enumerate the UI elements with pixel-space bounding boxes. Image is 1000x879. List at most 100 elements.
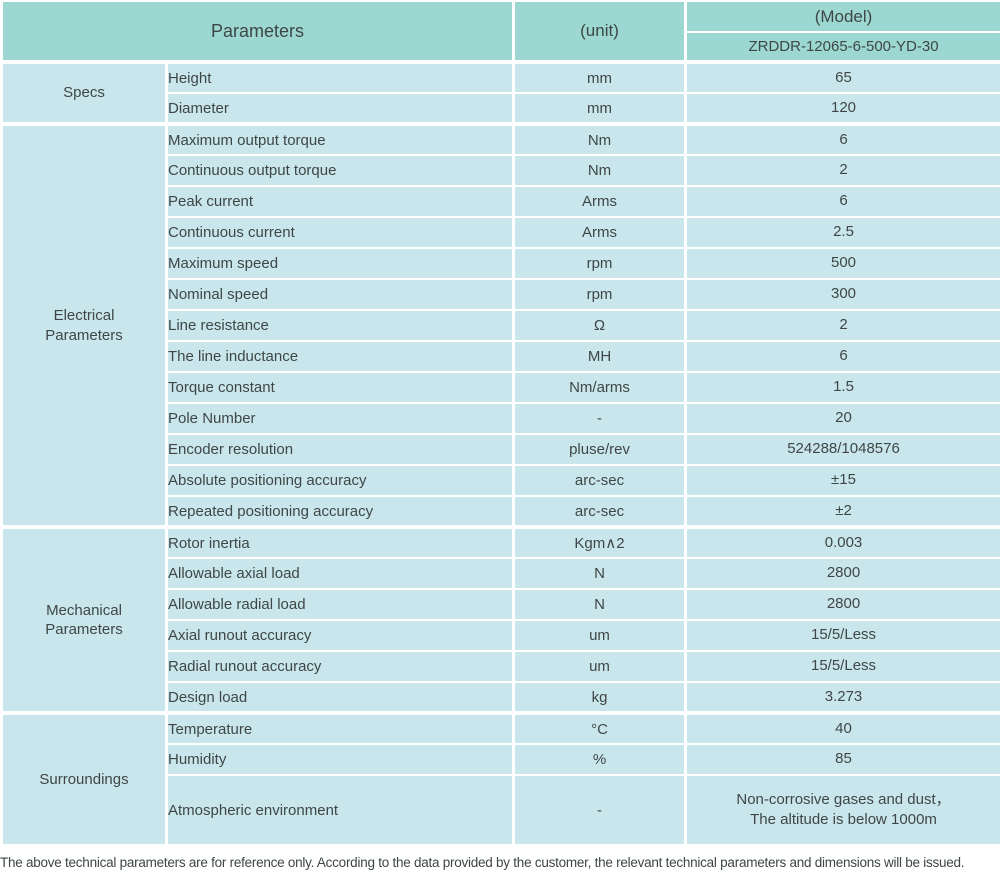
table-row: Allowable radial load N 2800: [2, 588, 1000, 621]
value-cell: 2800: [684, 588, 1000, 621]
unit-cell: pluse/rev: [512, 433, 688, 466]
unit-cell: rpm: [512, 278, 688, 311]
value-cell: 6: [684, 185, 1000, 218]
table-row: Electrical Parameters Maximum output torq…: [0, 122, 1000, 528]
unit-cell: -: [512, 774, 688, 846]
unit-cell: mm: [512, 92, 688, 125]
value-cell: 15/5/Less: [684, 619, 1000, 652]
parameter-name-cell: Allowable axial load: [164, 557, 516, 590]
value-cell: 2800: [684, 557, 1000, 590]
unit-cell: N: [512, 557, 688, 590]
parameter-name-cell: Atmospheric environment: [164, 774, 516, 846]
parameter-name-cell: Continuous current: [164, 216, 516, 249]
unit-cell: mm: [512, 60, 688, 94]
parameter-name-cell: Nominal speed: [164, 278, 516, 311]
value-cell: 1.5: [684, 371, 1000, 404]
parameter-name-cell: Diameter: [164, 92, 516, 125]
parameter-name-cell: Continuous output torque: [164, 154, 516, 187]
value-cell: 2: [684, 154, 1000, 187]
unit-cell: um: [512, 619, 688, 652]
parameter-name-cell: Absolute positioning accuracy: [164, 464, 516, 497]
value-cell: 300: [684, 278, 1000, 311]
unit-cell: °C: [512, 711, 688, 745]
unit-cell: Nm: [512, 154, 688, 187]
footnote: The above technical parameters are for r…: [0, 855, 965, 870]
parameters-table: Parameters (unit) (Model) ZRDDR-12065-6-…: [0, 0, 1000, 846]
table-row: The line inductance MH 6: [2, 340, 1000, 373]
value-cell: 2: [684, 309, 1000, 342]
parameter-name-cell: Humidity: [164, 743, 516, 776]
table-row: Design load kg 3.273: [2, 681, 1000, 714]
unit-cell: rpm: [512, 247, 688, 280]
parameter-name-cell: Pole Number: [164, 402, 516, 435]
table-row: Maximum speed rpm 500: [2, 247, 1000, 280]
value-cell: 15/5/Less: [684, 650, 1000, 683]
value-cell: ±2: [684, 495, 1000, 528]
table-row: Atmospheric environment - Non-corrosive ga…: [2, 774, 1000, 846]
table-row: Specs Height mm 65: [0, 60, 1000, 125]
table-row: Continuous output torque Nm 2: [2, 154, 1000, 187]
unit-column-header: (unit): [512, 0, 688, 63]
parameters-column-header: Parameters: [0, 0, 516, 63]
table-row: Repeated positioning accuracy arc-sec ±2: [2, 495, 1000, 528]
value-cell: 500: [684, 247, 1000, 280]
unit-cell: Nm/arms: [512, 371, 688, 404]
value-cell: 120: [684, 92, 1000, 125]
parameter-name-cell: Axial runout accuracy: [164, 619, 516, 652]
table-row: Absolute positioning accuracy arc-sec ±15: [2, 464, 1000, 497]
unit-cell: Arms: [512, 216, 688, 249]
parameter-name-cell: The line inductance: [164, 340, 516, 373]
parameter-name-cell: Repeated positioning accuracy: [164, 495, 516, 528]
table-row: Axial runout accuracy um 15/5/Less: [2, 619, 1000, 652]
unit-cell: -: [512, 402, 688, 435]
model-column-header: (Model): [684, 0, 1000, 33]
table-row: Encoder resolution pluse/rev 524288/104857…: [2, 433, 1000, 466]
value-cell: 6: [684, 122, 1000, 156]
parameter-name-cell: Maximum output torque: [164, 122, 516, 156]
value-cell: 2.5: [684, 216, 1000, 249]
model-number: ZRDDR-12065-6-500-YD-30: [684, 31, 1000, 63]
section-label: Specs: [0, 60, 168, 125]
unit-cell: arc-sec: [512, 464, 688, 497]
table-row: Humidity% 85: [2, 743, 1000, 776]
unit-cell: Arms: [512, 185, 688, 218]
unit-cell: Ω: [512, 309, 688, 342]
section-label: Electrical Parameters: [0, 122, 168, 528]
value-cell: ±15: [684, 464, 1000, 497]
parameter-name-cell: Allowable radial load: [164, 588, 516, 621]
value-cell: Non-corrosive gases and dust， The altitu…: [684, 774, 1000, 846]
parameter-name-cell: Temperature: [164, 711, 516, 745]
table-row: Torque constant Nm/arms 1.5: [2, 371, 1000, 404]
parameter-name-cell: Line resistance: [164, 309, 516, 342]
table-row: Pole Number -20: [2, 402, 1000, 435]
table-row: Surroundings Temperature °C 40: [0, 711, 1000, 846]
parameter-name-cell: Peak current: [164, 185, 516, 218]
value-cell: 524288/1048576: [684, 433, 1000, 466]
value-cell: 3.273: [684, 681, 1000, 714]
table-row: Mechanical Parameters Rotor inertia Kgm∧2 0…: [0, 525, 1000, 714]
section-label: Surroundings: [0, 711, 168, 846]
table-row: Nominal speed rpm 300: [2, 278, 1000, 311]
section-label: Mechanical Parameters: [0, 525, 168, 714]
table-row: Line resistance Ω 2: [2, 309, 1000, 342]
value-cell: 85: [684, 743, 1000, 776]
unit-cell: Kgm∧2: [512, 525, 688, 559]
value-cell: 20: [684, 402, 1000, 435]
table-row: Radial runout accuracy um 15/5/Less: [2, 650, 1000, 683]
parameter-name-cell: Rotor inertia: [164, 525, 516, 559]
unit-cell: um: [512, 650, 688, 683]
parameter-name-cell: Height: [164, 60, 516, 94]
unit-cell: arc-sec: [512, 495, 688, 528]
value-cell: 6: [684, 340, 1000, 373]
unit-cell: MH: [512, 340, 688, 373]
unit-cell: kg: [512, 681, 688, 714]
parameter-name-cell: Radial runout accuracy: [164, 650, 516, 683]
parameter-name-cell: Maximum speed: [164, 247, 516, 280]
table-row: Allowable axial load N 2800: [2, 557, 1000, 590]
parameter-name-cell: Encoder resolution: [164, 433, 516, 466]
parameter-name-cell: Torque constant: [164, 371, 516, 404]
table-row: Continuous current Arms 2.5: [2, 216, 1000, 249]
table-row: Peak current Arms 6: [2, 185, 1000, 218]
value-cell: 65: [684, 60, 1000, 94]
